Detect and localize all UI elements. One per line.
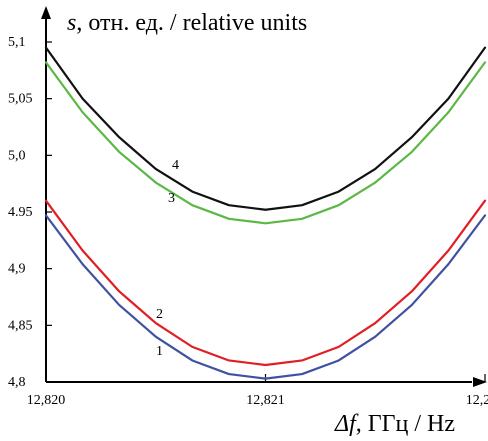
y-axis-title: s, отн. ед. / relative units [67, 10, 307, 36]
y-axis-units: , отн. ед. / relative units [76, 10, 307, 36]
series-1-line [46, 215, 485, 378]
y-tick-label: 5,05 [8, 92, 33, 107]
series-3-line [46, 62, 485, 223]
x-tick-label: 12,821 [246, 393, 285, 408]
x-tick-label: 12,820 [27, 393, 66, 408]
y-tick-label: 4.95 [8, 205, 33, 220]
x-axis-units: , ГГц / Hz [356, 411, 455, 436]
series-1-label: 1 [156, 344, 163, 359]
series-4-label: 4 [172, 158, 179, 173]
y-axis-variable: s [67, 10, 76, 36]
series-2-label: 2 [156, 307, 163, 322]
series-3-label: 3 [168, 191, 175, 206]
x-tick-label: 12,282 [466, 393, 488, 408]
x-axis-title: Δf, ГГц / Hz [334, 411, 455, 436]
y-axis-arrow [41, 6, 51, 19]
series-4-line [46, 48, 485, 210]
y-tick-label: 5,0 [8, 148, 26, 163]
y-tick-label: 5,1 [8, 35, 26, 50]
series-2-line [46, 201, 485, 365]
y-tick-label: 4,9 [8, 262, 26, 277]
y-tick-label: 4,85 [8, 318, 33, 333]
y-tick-label: 4,8 [8, 375, 26, 390]
